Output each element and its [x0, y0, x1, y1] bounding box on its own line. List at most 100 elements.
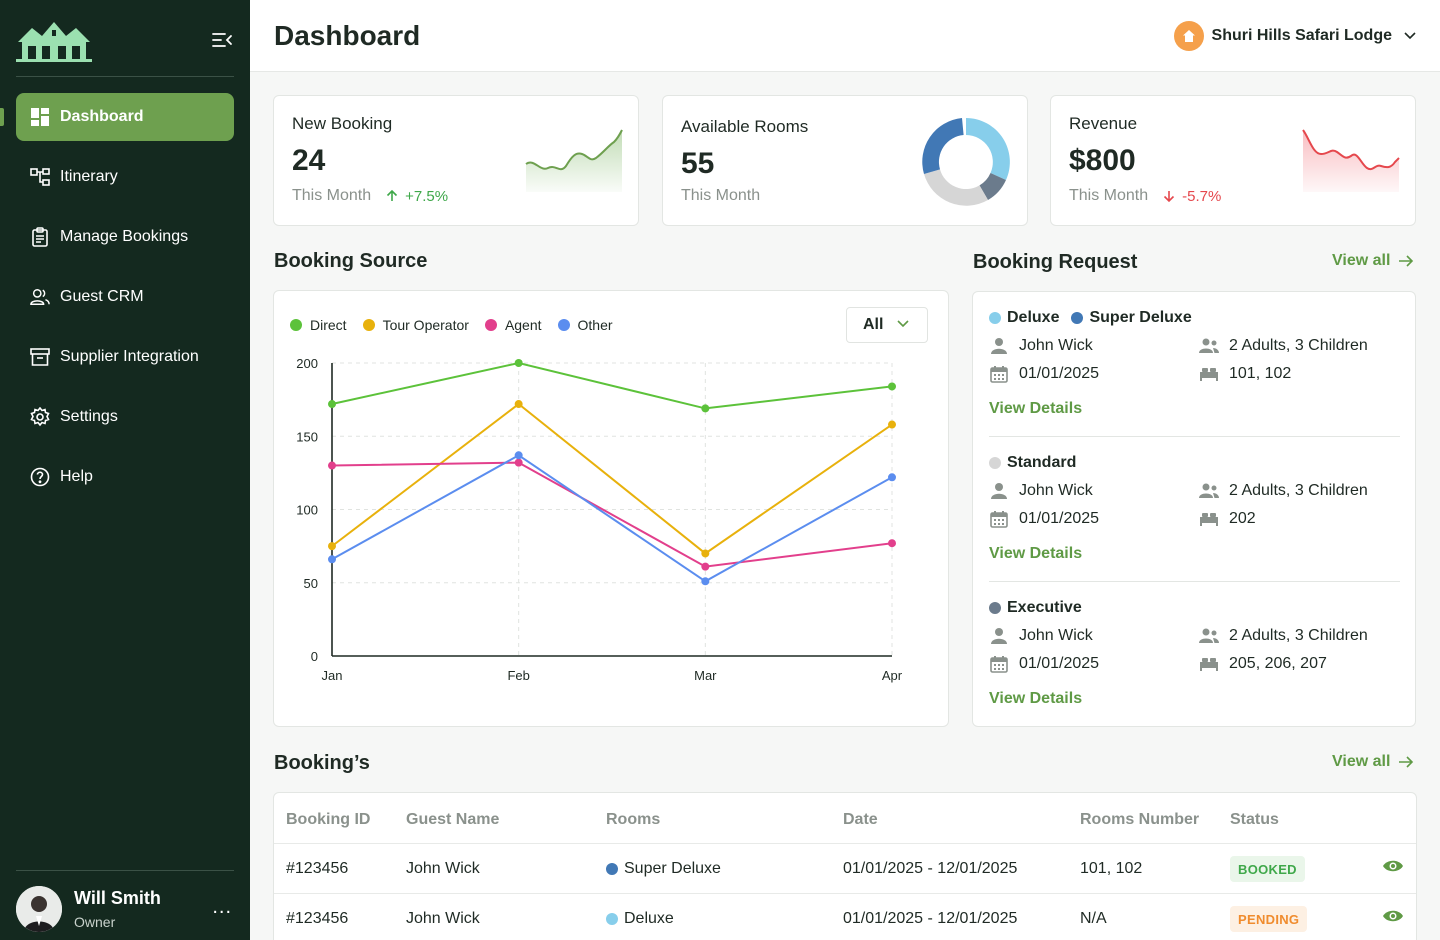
room-type: Deluxe: [606, 910, 674, 928]
room-type-label: Deluxe: [624, 910, 674, 927]
table-row[interactable]: #123456 John Wick Deluxe 01/01/2025 - 12…: [274, 893, 1416, 940]
y-tick-label: 0: [311, 649, 318, 664]
user-menu-button[interactable]: ...: [212, 896, 232, 918]
arrow-down-icon: [1164, 191, 1175, 203]
bookings-view-all[interactable]: View all: [1332, 753, 1414, 771]
bookings-table: Booking ID Guest Name Rooms Date Rooms N…: [273, 792, 1417, 940]
calendar-icon: [989, 364, 1009, 384]
sidebar-item-dashboard[interactable]: Dashboard: [16, 93, 234, 141]
x-tick-label: Feb: [507, 668, 529, 683]
data-point: [514, 400, 523, 409]
data-point: [328, 542, 336, 551]
table-row[interactable]: #123456 John Wick Super Deluxe 01/01/202…: [274, 843, 1416, 893]
data-point: [701, 562, 710, 571]
occupancy: 2 Adults, 3 Children: [1229, 482, 1368, 499]
room-types: Standard: [989, 453, 1400, 473]
sidebar-item-label: Supplier Integration: [60, 348, 199, 365]
sidebar-item-label: Manage Bookings: [60, 228, 189, 245]
legend-label: Agent: [504, 317, 542, 333]
request-divider: [989, 436, 1400, 437]
column-header: Rooms: [606, 811, 661, 828]
booking-source-title: Booking Source: [274, 250, 428, 272]
sidebar-item-label: Itinerary: [60, 168, 118, 185]
date-row: 01/01/2025: [989, 364, 1099, 384]
room-type-label: Executive: [1007, 599, 1082, 616]
property-selector[interactable]: Shuri Hills Safari Lodge: [1173, 20, 1416, 52]
top-header: Dashboard Shuri Hills Safari Lodge: [250, 0, 1440, 72]
booking-date: 01/01/2025: [1019, 655, 1100, 672]
sidebar-item-guest-crm[interactable]: Guest CRM: [16, 273, 234, 321]
guest-row: John Wick: [989, 481, 1093, 501]
chevron-down-icon: [1404, 32, 1416, 40]
new-booking-card: New Booking 24 This Month +7.5%: [273, 95, 639, 226]
data-point: [514, 451, 523, 460]
stat-period: This Month -5.7%: [1069, 187, 1221, 205]
delta-value: +7.5%: [405, 187, 449, 205]
arrow-right-icon: [1399, 255, 1414, 267]
booking-request-view-all[interactable]: View all: [1332, 252, 1414, 270]
booking-date: 01/01/2025: [1019, 365, 1100, 382]
chevron-down-icon: [897, 320, 909, 328]
lodge-logo: [16, 22, 92, 62]
sidebar-item-settings[interactable]: Settings: [16, 393, 234, 441]
legend-dot: [557, 319, 570, 331]
x-tick-label: Jan: [322, 668, 343, 683]
arrow-right-icon: [1399, 756, 1414, 768]
bookings-title: Booking’s: [274, 752, 370, 774]
rooms-row: 202: [1199, 509, 1256, 529]
room-type-dot: [989, 312, 1001, 324]
occupancy: 2 Adults, 3 Children: [1229, 337, 1368, 354]
filter-value: All: [863, 316, 884, 333]
user-profile[interactable]: Will Smith Owner ...: [16, 886, 234, 932]
legend-label: Direct: [310, 317, 347, 333]
room-type-label: Super Deluxe: [1089, 309, 1192, 326]
bed-icon: [1199, 364, 1219, 384]
room-numbers: 205, 206, 207: [1229, 655, 1327, 672]
stat-period: This Month: [681, 187, 761, 204]
series-line: [331, 402, 893, 555]
sidebar-item-label: Dashboard: [60, 108, 144, 125]
room-numbers: 101, 102: [1229, 365, 1292, 382]
room-type-dot: [989, 602, 1001, 614]
sidebar-item-manage-bookings[interactable]: Manage Bookings: [16, 213, 234, 261]
user-name: Will Smith: [74, 888, 161, 908]
booking-request-item: Standard John Wick 2 Adults, 3 Children …: [989, 453, 1400, 583]
sidebar-item-help[interactable]: Help: [16, 453, 234, 501]
sidebar-item-itinerary[interactable]: Itinerary: [16, 153, 234, 201]
view-details-link[interactable]: View Details: [989, 690, 1083, 707]
series-line: [331, 461, 893, 568]
eye-icon[interactable]: [1382, 858, 1404, 874]
y-tick-label: 200: [296, 356, 318, 371]
legend-item: Direct: [290, 317, 347, 333]
view-details-link[interactable]: View Details: [989, 400, 1083, 417]
sidebar-item-supplier-integration[interactable]: Supplier Integration: [16, 333, 234, 381]
person-icon: [989, 481, 1009, 501]
sidebar-item-label: Settings: [60, 408, 118, 425]
room-type-dot: [606, 913, 618, 925]
bed-icon: [1199, 654, 1219, 674]
stat-title: Available Rooms: [681, 117, 809, 136]
occupancy-row: 2 Adults, 3 Children: [1199, 336, 1368, 356]
data-point: [328, 555, 336, 564]
room-type: Super Deluxe: [606, 860, 721, 878]
guest-name: John Wick: [406, 860, 480, 877]
home-icon: [1173, 21, 1204, 51]
room-numbers: 202: [1229, 510, 1256, 527]
user-role: Owner: [74, 914, 116, 930]
y-tick-label: 50: [304, 576, 318, 591]
active-nav-marker: [0, 108, 4, 126]
view-details-link[interactable]: View Details: [989, 545, 1083, 562]
bed-icon: [1199, 509, 1219, 529]
occupancy-row: 2 Adults, 3 Children: [1199, 481, 1368, 501]
legend-dot: [290, 319, 302, 331]
column-header: Status: [1230, 811, 1279, 828]
revenue-sparkline: [1302, 129, 1400, 192]
legend-label: Tour Operator: [382, 317, 469, 333]
legend-item: Other: [557, 317, 613, 333]
collapse-sidebar-icon[interactable]: [211, 30, 233, 50]
chart-filter-select[interactable]: All: [846, 307, 928, 343]
stat-period: This Month +7.5%: [292, 187, 448, 205]
arrow-up-icon: [387, 189, 398, 201]
eye-icon[interactable]: [1382, 908, 1404, 924]
rooms-donut-chart: [922, 118, 1010, 206]
